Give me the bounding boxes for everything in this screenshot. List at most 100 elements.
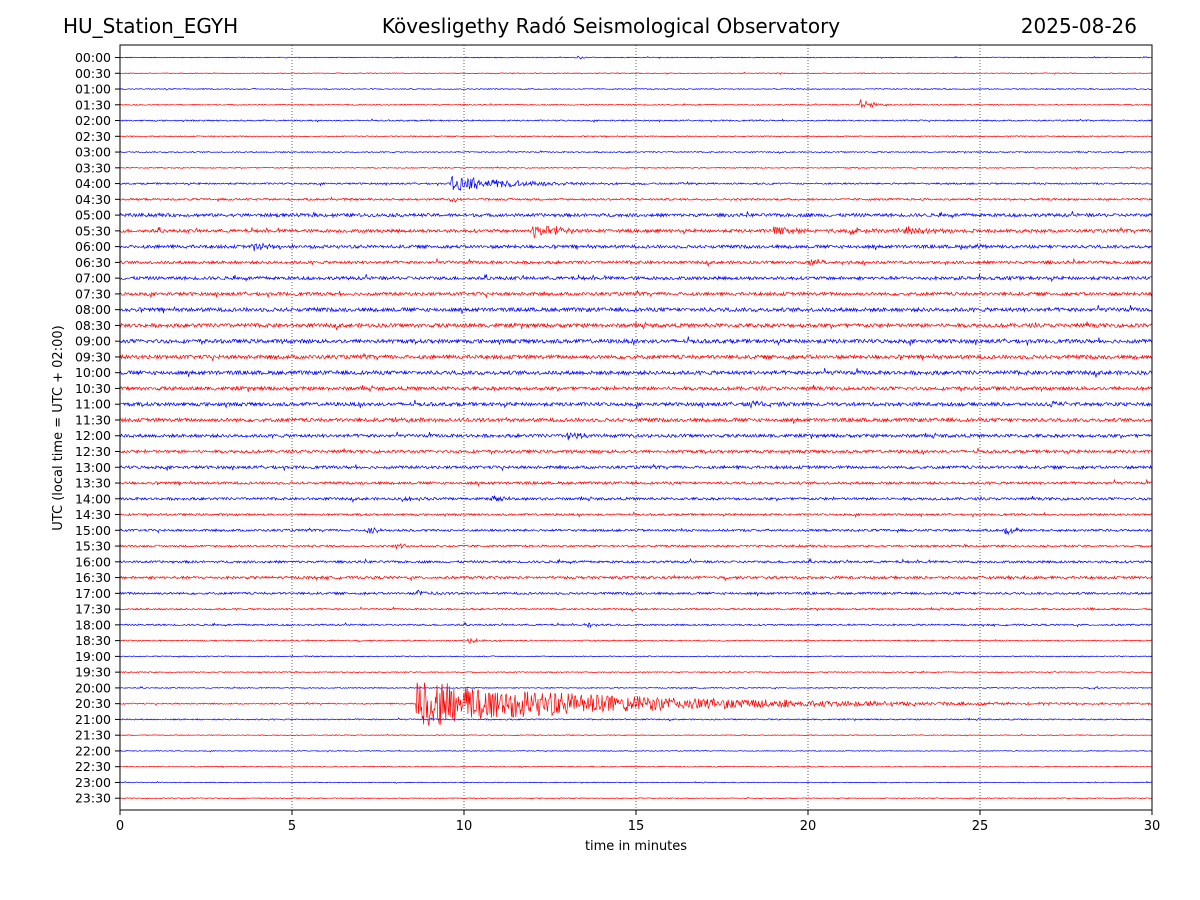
seismogram-trace	[119, 765, 1153, 769]
seismogram-trace	[120, 274, 1153, 283]
station-label: HU_Station_EGYH	[63, 14, 239, 38]
seismogram-trace	[119, 733, 1153, 737]
seismogram-trace	[119, 98, 1153, 109]
seismogram-trace	[120, 637, 1153, 644]
seismogram-trace	[119, 336, 1153, 347]
seismogram-trace	[119, 478, 1152, 488]
y-tick-label: 22:00	[75, 743, 111, 758]
x-tick-label: 25	[972, 819, 989, 834]
seismogram-trace	[119, 682, 1153, 726]
chart-title: Kövesligethy Radó Seismological Observat…	[381, 14, 841, 38]
seismogram-trace	[119, 686, 1153, 690]
y-tick-label: 00:30	[75, 66, 111, 81]
x-tick-label: 10	[456, 819, 473, 834]
y-tick-label: 03:30	[75, 160, 111, 175]
y-tick-label: 19:00	[75, 649, 111, 664]
y-tick-label: 21:00	[75, 712, 111, 727]
y-tick-label: 05:00	[75, 208, 111, 223]
y-tick-label: 11:30	[75, 412, 111, 427]
y-tick-label: 08:00	[75, 302, 111, 317]
seismogram-trace	[119, 225, 1153, 239]
seismogram-trace	[119, 367, 1153, 378]
y-tick-label: 15:30	[75, 539, 111, 554]
seismogram-trace	[119, 495, 1153, 503]
y-tick-label: 19:30	[75, 665, 111, 680]
seismogram-trace	[119, 150, 1153, 154]
trace-layer	[119, 55, 1153, 800]
seismogram-trace	[119, 717, 1153, 722]
seismogram-trace	[119, 511, 1153, 518]
y-tick-label: 05:30	[75, 223, 111, 238]
y-tick-label: 04:30	[75, 192, 111, 207]
y-tick-label: 20:00	[75, 680, 111, 695]
y-tick-label: 01:00	[75, 82, 111, 97]
y-tick-label: 22:30	[75, 759, 111, 774]
seismogram-trace	[120, 71, 1153, 75]
y-tick-label: 17:00	[75, 586, 111, 601]
seismogram-trace	[119, 606, 1153, 612]
y-tick-label: 07:30	[75, 286, 111, 301]
x-tick-label: 30	[1144, 819, 1161, 834]
seismogram-trace	[119, 135, 1153, 138]
y-tick-label: 07:00	[75, 271, 111, 286]
y-tick-label: 02:30	[75, 129, 111, 144]
x-tick-label: 0	[116, 819, 124, 834]
y-tick-label: 21:30	[75, 728, 111, 743]
seismogram-trace	[119, 654, 1153, 658]
y-tick-label: 15:00	[75, 523, 111, 538]
seismogram-trace	[119, 384, 1153, 393]
seismogram-trace	[119, 87, 1153, 91]
y-tick-label: 06:30	[75, 255, 111, 270]
x-tick-label: 5	[288, 819, 296, 834]
seismogram-trace	[119, 463, 1153, 472]
seismogram-trace	[119, 416, 1153, 424]
seismogram-trace	[119, 431, 1153, 441]
y-tick-label: 04:00	[75, 176, 111, 191]
seismogram-trace	[119, 118, 1153, 123]
y-tick-label: 16:00	[75, 554, 111, 569]
x-axis-label: time in minutes	[585, 839, 687, 854]
seismogram-trace	[119, 353, 1153, 362]
y-tick-label: 13:30	[75, 476, 111, 491]
date-label: 2025-08-26	[1020, 14, 1137, 38]
x-tick-label: 20	[800, 819, 817, 834]
y-tick-label: 16:30	[75, 570, 111, 585]
seismogram-trace	[120, 55, 1153, 60]
seismogram-trace	[119, 321, 1153, 331]
y-tick-label: 06:00	[75, 239, 111, 254]
y-tick-label: 03:00	[75, 145, 111, 160]
seismogram-trace	[119, 589, 1153, 597]
seismogram-trace	[119, 780, 1153, 784]
y-tick-label: 23:00	[75, 775, 111, 790]
y-tick-label: 17:30	[75, 602, 111, 617]
y-tick-label: 14:30	[75, 507, 111, 522]
y-tick-label: 02:00	[75, 113, 111, 128]
y-tick-layer: 00:0000:3001:0001:3002:0002:3003:0003:30…	[75, 50, 120, 806]
seismogram-trace	[119, 304, 1153, 314]
y-tick-label: 11:00	[75, 397, 111, 412]
seismogram-trace	[119, 447, 1153, 456]
seismogram-trace	[119, 749, 1153, 753]
y-axis-label: UTC (local time = UTC + 02:00)	[51, 325, 66, 530]
y-tick-label: 18:00	[75, 617, 111, 632]
y-tick-label: 10:30	[75, 381, 111, 396]
seismogram-trace	[119, 211, 1153, 219]
seismogram-trace	[119, 289, 1153, 299]
x-tick-label: 15	[628, 819, 645, 834]
y-tick-label: 20:30	[75, 696, 111, 711]
seismogram-trace	[119, 670, 1153, 674]
seismogram-trace	[119, 543, 1153, 550]
y-tick-label: 00:00	[75, 50, 111, 65]
y-tick-label: 09:30	[75, 349, 111, 364]
y-tick-label: 12:30	[75, 444, 111, 459]
y-tick-label: 23:30	[75, 791, 111, 806]
seismogram-trace	[119, 574, 1153, 582]
seismogram-trace	[119, 526, 1153, 536]
y-tick-label: 14:00	[75, 491, 111, 506]
y-tick-label: 01:30	[75, 97, 111, 112]
seismogram-trace	[119, 399, 1153, 409]
y-tick-label: 13:00	[75, 460, 111, 475]
seismogram-trace	[119, 557, 1153, 565]
y-tick-label: 12:00	[75, 428, 111, 443]
